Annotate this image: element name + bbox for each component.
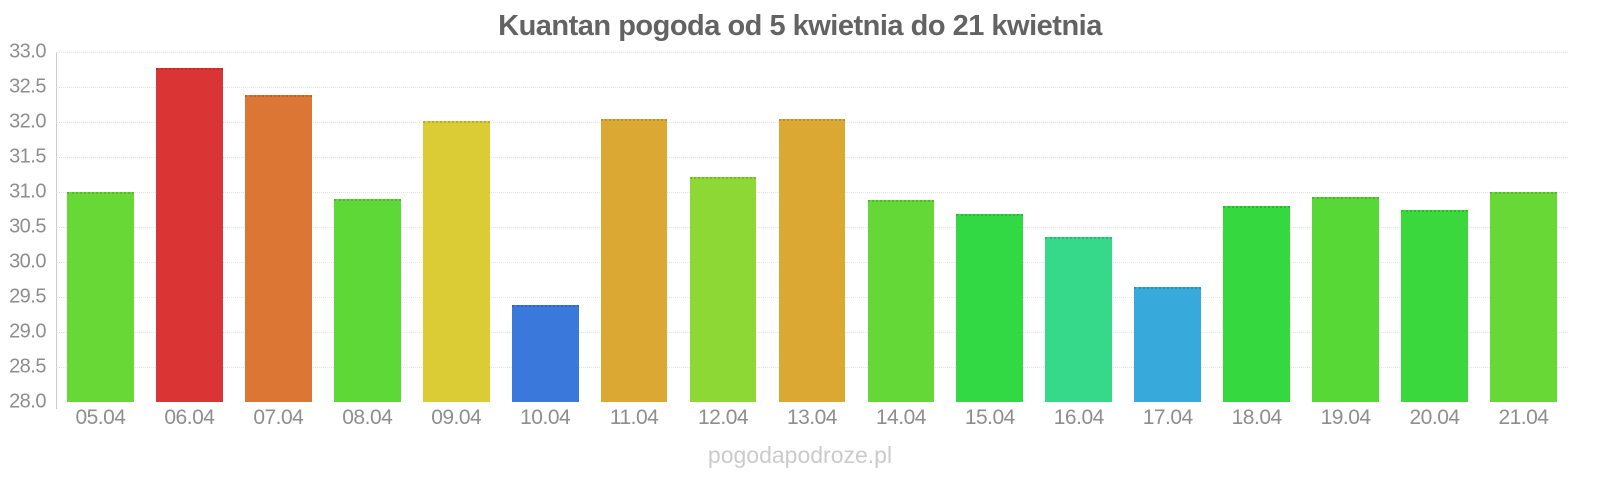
y-tick-label-30.5: 30.5 [9,215,46,238]
bar-10.04[interactable] [511,304,579,402]
bar-05.04[interactable] [67,192,134,402]
x-tick-label-12.04: 12.04 [698,406,749,429]
x-tick-label-19.04: 19.04 [1320,406,1372,429]
bar-11.04[interactable] [600,119,668,402]
y-tick-label-31.0: 31.0 [9,180,46,203]
bar-slot-15.04 [945,52,1034,402]
chart-title: Kuantan pogoda od 5 kwietnia do 21 kwiet… [498,10,1102,42]
y-tick-label-32.5: 32.5 [9,75,46,98]
bar-19.04[interactable] [1312,196,1379,402]
y-axis-line [56,52,57,409]
plot-area [56,52,1568,402]
x-tick-label-13.04: 13.04 [786,406,838,429]
y-tick-label-29.5: 29.5 [9,285,46,308]
bar-slot-10.04 [501,52,590,402]
y-axis-labels: 33.0 32.5 32.0 31.5 31.0 30.5 30.0 29.5 29.0 28.5… [0,41,46,413]
bar-slot-17.04 [1123,52,1212,402]
x-tick-label-20.04: 20.04 [1409,406,1461,429]
x-tick-label-10.04: 10.04 [520,406,571,429]
bar-09.04[interactable] [422,121,490,402]
x-tick-label-08.04: 08.04 [342,406,393,429]
x-tick-label-06.04: 06.04 [164,406,215,429]
bar-13.04[interactable] [778,119,846,402]
watermark: pogodapodroze.pl [707,442,893,468]
bar-21.04[interactable] [1490,192,1557,402]
y-tick-label-29.0: 29.0 [9,320,46,343]
x-tick-label-14.04: 14.04 [875,406,927,429]
bar-06.04[interactable] [156,68,223,402]
y-tick-label-33.0: 33.0 [9,40,46,63]
gridline-33.0 [56,52,1568,53]
x-tick-label-11.04: 11.04 [609,406,659,429]
bar-17.04[interactable] [1134,286,1202,402]
y-tick-label-28.0: 28.0 [9,390,46,413]
bar-slot-07.04 [234,52,323,402]
bar-07.04[interactable] [244,95,312,402]
x-tick-label-15.04: 15.04 [964,406,1016,429]
bar-slot-09.04 [412,52,501,402]
x-tick-label-07.04: 07.04 [253,406,304,429]
bar-16.04[interactable] [1045,236,1113,402]
bar-15.04[interactable] [956,214,1024,402]
bar-18.04[interactable] [1223,206,1290,402]
y-tick-label-32.0: 32.0 [9,110,46,133]
bar-slot-21.04 [1479,52,1568,402]
x-tick-label-09.04: 09.04 [431,406,482,429]
y-tick-label-31.5: 31.5 [9,145,46,168]
bar-slot-06.04 [145,52,234,402]
y-tick-label-30.0: 30.0 [9,250,46,273]
bar-slot-13.04 [768,52,857,402]
bar-slot-08.04 [323,52,412,402]
bar-slot-12.04 [679,52,768,402]
x-tick-label-05.04: 05.04 [75,406,126,429]
bar-14.04[interactable] [867,200,935,402]
bar-slot-14.04 [856,52,945,402]
bar-slot-19.04 [1301,52,1390,402]
gridline-32.5 [56,87,1568,88]
bar-slot-18.04 [1212,52,1301,402]
y-tick-label-28.5: 28.5 [9,355,46,378]
bars-row [56,52,1568,402]
bar-08.04[interactable] [333,199,401,402]
bar-slot-05.04 [56,52,145,402]
bar-slot-11.04 [590,52,679,402]
bar-12.04[interactable] [689,177,757,402]
bar-20.04[interactable] [1401,209,1468,402]
bar-slot-16.04 [1034,52,1123,402]
bar-slot-20.04 [1390,52,1479,402]
x-axis-labels: 05.04 06.04 07.04 08.04 09.04 10.04 11.04 12.04… [56,406,1568,430]
x-tick-label-17.04: 17.04 [1142,406,1194,429]
x-tick-label-18.04: 18.04 [1231,406,1283,429]
x-tick-label-21.04: 21.04 [1498,406,1549,429]
x-tick-label-16.04: 16.04 [1053,406,1105,429]
